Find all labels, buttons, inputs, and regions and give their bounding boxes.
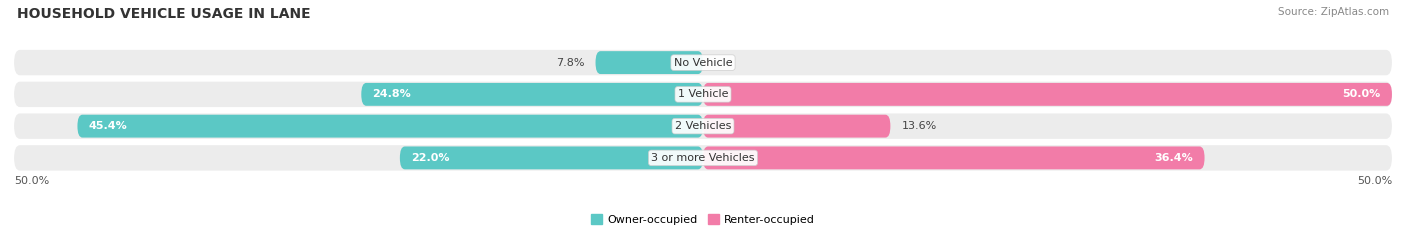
Text: Source: ZipAtlas.com: Source: ZipAtlas.com xyxy=(1278,7,1389,17)
Text: 45.4%: 45.4% xyxy=(89,121,127,131)
Text: No Vehicle: No Vehicle xyxy=(673,58,733,68)
Text: 24.8%: 24.8% xyxy=(373,89,411,99)
FancyBboxPatch shape xyxy=(361,83,703,106)
Text: 3 or more Vehicles: 3 or more Vehicles xyxy=(651,153,755,163)
Text: 13.6%: 13.6% xyxy=(901,121,936,131)
FancyBboxPatch shape xyxy=(703,147,1205,169)
Text: HOUSEHOLD VEHICLE USAGE IN LANE: HOUSEHOLD VEHICLE USAGE IN LANE xyxy=(17,7,311,21)
FancyBboxPatch shape xyxy=(14,50,1392,75)
FancyBboxPatch shape xyxy=(14,113,1392,139)
Legend: Owner-occupied, Renter-occupied: Owner-occupied, Renter-occupied xyxy=(586,210,820,229)
FancyBboxPatch shape xyxy=(399,147,703,169)
FancyBboxPatch shape xyxy=(703,115,890,137)
Text: 50.0%: 50.0% xyxy=(14,176,49,186)
FancyBboxPatch shape xyxy=(14,82,1392,107)
FancyBboxPatch shape xyxy=(77,115,703,137)
Text: 2 Vehicles: 2 Vehicles xyxy=(675,121,731,131)
Text: 50.0%: 50.0% xyxy=(1357,176,1392,186)
Text: 22.0%: 22.0% xyxy=(411,153,450,163)
Text: 1 Vehicle: 1 Vehicle xyxy=(678,89,728,99)
FancyBboxPatch shape xyxy=(703,83,1392,106)
Text: 36.4%: 36.4% xyxy=(1154,153,1194,163)
FancyBboxPatch shape xyxy=(14,145,1392,171)
FancyBboxPatch shape xyxy=(596,51,703,74)
Text: 50.0%: 50.0% xyxy=(1343,89,1381,99)
Text: 7.8%: 7.8% xyxy=(555,58,585,68)
